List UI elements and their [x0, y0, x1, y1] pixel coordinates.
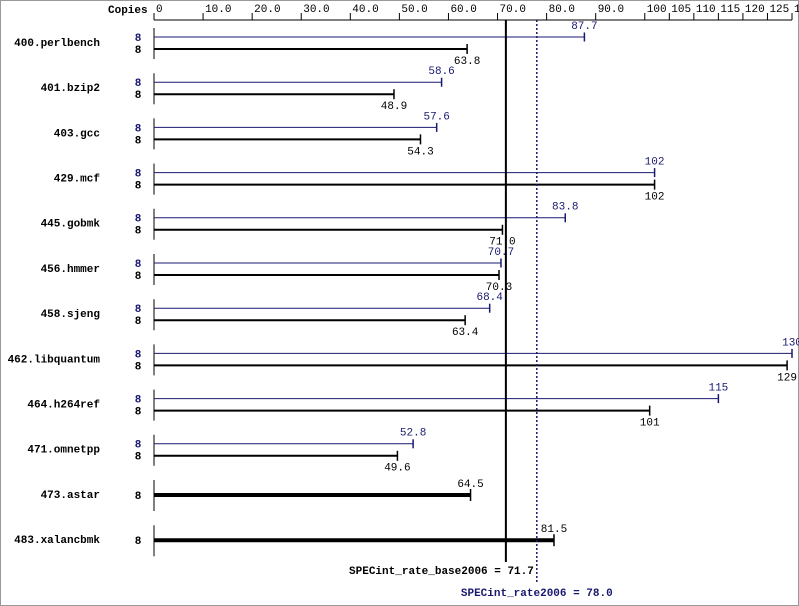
- x-tick-label: 40.0: [352, 4, 378, 16]
- x-tick-label: 90.0: [598, 4, 624, 16]
- x-tick-label: 110: [696, 4, 716, 16]
- copies-label: 8: [135, 45, 142, 57]
- copies-label: 8: [135, 169, 142, 181]
- value-label: 68.4: [476, 292, 503, 304]
- copies-label: 8: [135, 123, 142, 135]
- x-tick-label: 115: [720, 4, 740, 16]
- value-label: 129: [777, 372, 797, 384]
- x-tick-label: 20.0: [254, 4, 280, 16]
- x-tick-label: 80.0: [549, 4, 575, 16]
- benchmark-label: 401.bzip2: [41, 83, 100, 95]
- reference-label: SPECint_rate_base2006 = 71.7: [349, 566, 534, 578]
- value-label: 48.9: [381, 101, 407, 113]
- x-tick-label: 130: [794, 4, 799, 16]
- copies-label: 8: [135, 90, 142, 102]
- benchmark-label: 462.libquantum: [8, 354, 101, 366]
- copies-header: Copies: [108, 5, 148, 17]
- benchmark-label: 483.xalancbmk: [14, 535, 100, 547]
- copies-label: 8: [135, 33, 142, 45]
- benchmark-label: 458.sjeng: [41, 309, 100, 321]
- benchmark-label: 403.gcc: [54, 128, 100, 140]
- copies-label: 8: [135, 536, 142, 548]
- x-tick-label: 120: [745, 4, 765, 16]
- benchmark-label: 445.gobmk: [41, 219, 101, 231]
- value-label: 102: [645, 192, 665, 204]
- benchmark-label: 464.h264ref: [27, 400, 100, 412]
- x-tick-label: 100: [647, 4, 667, 16]
- value-label: 49.6: [384, 463, 410, 475]
- benchmark-label: 429.mcf: [54, 174, 101, 186]
- value-label: 70.7: [488, 247, 514, 259]
- value-label: 101: [640, 418, 660, 430]
- benchmark-label: 456.hmmer: [41, 264, 100, 276]
- copies-label: 8: [135, 271, 142, 283]
- value-label: 87.7: [571, 21, 597, 33]
- copies-label: 8: [135, 452, 142, 464]
- value-label: 58.6: [428, 66, 454, 78]
- copies-label: 8: [135, 304, 142, 316]
- copies-label: 8: [135, 407, 142, 419]
- benchmark-label: 471.omnetpp: [27, 445, 100, 457]
- value-label: 52.8: [400, 428, 426, 440]
- benchmark-label: 400.perlbench: [14, 38, 100, 50]
- value-label: 130: [782, 337, 799, 349]
- copies-label: 8: [135, 78, 142, 90]
- value-label: 83.8: [552, 202, 578, 214]
- x-tick-label: 0: [156, 4, 163, 16]
- reference-label: SPECint_rate2006 = 78.0: [461, 588, 613, 600]
- copies-label: 8: [135, 491, 142, 503]
- value-label: 115: [708, 383, 728, 395]
- copies-label: 8: [135, 214, 142, 226]
- value-label: 64.5: [457, 479, 483, 491]
- copies-label: 8: [135, 259, 142, 271]
- value-label: 54.3: [407, 146, 433, 158]
- copies-label: 8: [135, 395, 142, 407]
- x-tick-label: 50.0: [401, 4, 427, 16]
- copies-label: 8: [135, 361, 142, 373]
- x-tick-label: 105: [671, 4, 691, 16]
- copies-label: 8: [135, 135, 142, 147]
- value-label: 102: [645, 157, 665, 169]
- value-label: 81.5: [541, 524, 567, 536]
- x-tick-label: 10.0: [205, 4, 231, 16]
- x-tick-label: 125: [769, 4, 789, 16]
- value-label: 71.0: [489, 237, 515, 249]
- benchmark-label: 473.astar: [41, 490, 100, 502]
- value-label: 63.8: [454, 56, 480, 68]
- x-tick-label: 70.0: [500, 4, 526, 16]
- x-tick-label: 60.0: [450, 4, 476, 16]
- value-label: 63.4: [452, 327, 479, 339]
- value-label: 57.6: [423, 111, 449, 123]
- copies-label: 8: [135, 316, 142, 328]
- copies-label: 8: [135, 226, 142, 238]
- copies-label: 8: [135, 181, 142, 193]
- copies-label: 8: [135, 440, 142, 452]
- x-tick-label: 30.0: [303, 4, 329, 16]
- copies-label: 8: [135, 349, 142, 361]
